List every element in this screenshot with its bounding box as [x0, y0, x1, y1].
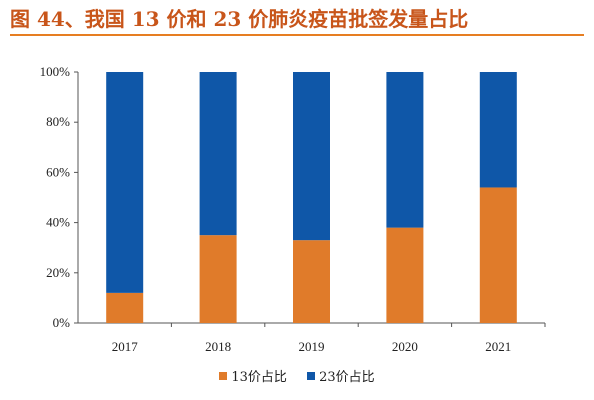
bar-segment-2017-23: [106, 72, 144, 293]
legend-swatch-23: [307, 371, 316, 380]
bar-segment-2019-13: [293, 240, 330, 323]
bar-segment-2017-13: [106, 292, 144, 323]
x-tick-label: 2020: [392, 339, 418, 354]
legend: 13价占比 23价占比: [0, 366, 594, 385]
title-bar: 图 44、我国 13 价和 23 价肺炎疫苗批签发量占比: [10, 6, 584, 36]
legend-item-23: 23价占比: [307, 366, 375, 385]
y-tick-label: 40%: [46, 215, 70, 230]
x-tick-label: 2017: [112, 339, 139, 354]
y-tick-label: 20%: [46, 265, 70, 280]
legend-label-23: 23价占比: [319, 370, 375, 385]
y-tick-label: 80%: [46, 114, 70, 129]
chart-area: 0% 20% 40% 60% 80% 100% 2017 2018 2019 2020 2021: [0, 40, 594, 400]
bar-segment-2020-13: [386, 227, 424, 323]
x-tick-label: 2018: [205, 339, 231, 354]
x-tick-label: 2019: [299, 339, 325, 354]
legend-item-13: 13价占比: [219, 366, 287, 385]
bar-segment-2018-23: [199, 72, 237, 236]
y-tick-label: 0%: [53, 315, 71, 330]
x-tick-label: 2021: [485, 339, 511, 354]
bar-segment-2018-13: [199, 235, 237, 323]
bar-segment-2021-23: [479, 72, 517, 188]
stacked-bar-chart: 0% 20% 40% 60% 80% 100% 2017 2018 2019 2020 2021: [40, 64, 546, 354]
y-tick-label: 60%: [46, 164, 70, 179]
bar-segment-2020-23: [386, 72, 424, 228]
bar-segment-2021-13: [479, 187, 517, 323]
legend-swatch-13: [219, 371, 228, 380]
bar-segment-2019-23: [293, 72, 330, 241]
page-title: 图 44、我国 13 价和 23 价肺炎疫苗批签发量占比: [10, 7, 469, 31]
y-tick-label: 100%: [40, 64, 71, 79]
legend-label-13: 13价占比: [231, 370, 287, 385]
